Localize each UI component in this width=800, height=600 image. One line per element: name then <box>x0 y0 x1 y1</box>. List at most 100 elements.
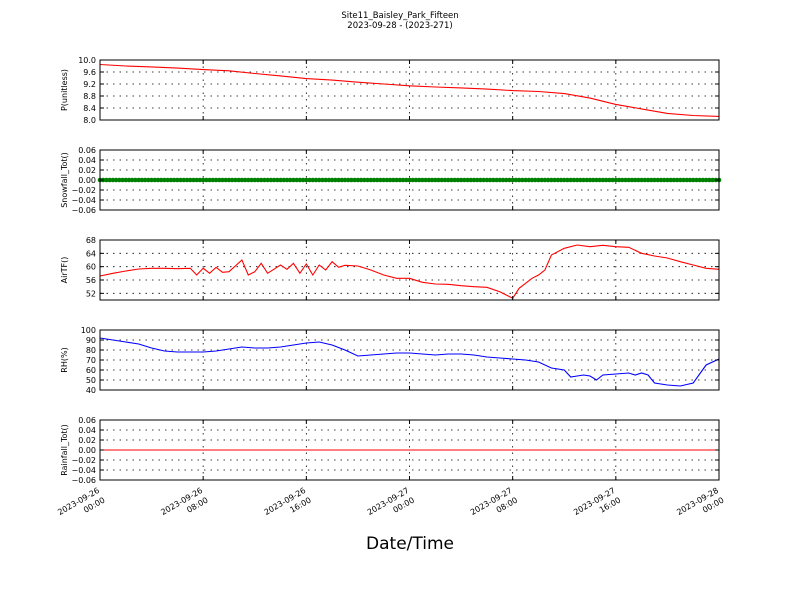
series-point <box>381 177 387 183</box>
y-tick-label: 52 <box>86 289 96 298</box>
series-point <box>316 177 322 183</box>
series-point <box>600 177 606 183</box>
series-point <box>513 177 519 183</box>
y-tick-label: 56 <box>86 276 96 285</box>
series-point <box>594 177 599 183</box>
series-point <box>313 177 319 183</box>
series-point <box>607 177 612 183</box>
y-tick-label: −0.06 <box>71 476 96 485</box>
series-point <box>458 177 464 183</box>
series-point <box>455 177 461 183</box>
series-point <box>349 177 354 183</box>
series-point <box>526 177 532 183</box>
series-point <box>445 177 451 183</box>
y-axis-label: P(unitless) <box>60 69 69 111</box>
x-tick-label: 2023-09-2708:00 <box>469 486 519 527</box>
series-point <box>497 177 503 183</box>
series-point <box>471 177 477 183</box>
y-tick-label: 0.02 <box>78 436 96 445</box>
series-point <box>200 177 206 183</box>
series-point <box>287 177 293 183</box>
y-axis-label: AirTF() <box>60 257 69 284</box>
series-point <box>523 177 528 183</box>
series-point <box>397 177 403 183</box>
series-point <box>307 177 312 183</box>
series-point <box>555 177 561 183</box>
y-tick-label: 0.06 <box>78 146 96 155</box>
series-point <box>510 177 515 183</box>
series-point <box>561 177 567 183</box>
series-point <box>636 177 641 183</box>
series-point <box>249 177 254 183</box>
series-point <box>616 177 622 183</box>
series-point <box>468 177 474 183</box>
series-point <box>426 177 432 183</box>
chart-subtitle: 2023-09-28 - (2023-271) <box>347 21 453 31</box>
chart-title: Site11_Baisley_Park_Fifteen <box>341 11 459 21</box>
series-point <box>648 177 654 183</box>
series-point <box>152 177 158 183</box>
series-point <box>665 177 670 183</box>
series-point <box>703 177 709 183</box>
plot-frame <box>99 329 720 391</box>
series-point <box>113 177 119 183</box>
series-point <box>581 177 586 183</box>
series-point <box>387 177 393 183</box>
series-point <box>571 177 577 183</box>
series-point <box>394 177 399 183</box>
series-point <box>542 177 548 183</box>
y-tick-label: −0.04 <box>71 466 96 475</box>
series-point <box>694 177 699 183</box>
y-tick-label: 80 <box>86 346 96 355</box>
series-point <box>442 177 448 183</box>
y-axis-label: Rainfall_Tot() <box>60 424 69 476</box>
y-tick-label: 70 <box>86 356 96 365</box>
series-point <box>204 177 209 183</box>
y-tick-label: 60 <box>86 366 96 375</box>
series-point <box>587 177 593 183</box>
series-point <box>178 177 183 183</box>
x-tick-label: 2023-09-2716:00 <box>572 486 622 527</box>
series-point <box>233 177 238 183</box>
series-point <box>142 177 148 183</box>
series-point <box>117 177 122 183</box>
series-point <box>291 177 296 183</box>
series-point <box>400 177 406 183</box>
x-tick-label: 2023-09-2600:00 <box>56 486 106 527</box>
x-axis-label: Date/Time <box>366 534 454 554</box>
series-point <box>432 177 438 183</box>
series-point <box>632 177 638 183</box>
series-point <box>413 177 419 183</box>
series-point <box>107 177 112 183</box>
series-point <box>503 177 509 183</box>
series-point <box>481 177 486 183</box>
series-point <box>565 177 570 183</box>
series-point <box>358 177 364 183</box>
series-point <box>452 177 457 183</box>
series-point <box>323 177 328 183</box>
x-tick-label: 2023-09-2700:00 <box>366 486 416 527</box>
series-point <box>365 177 370 183</box>
y-tick-label: 50 <box>86 376 96 385</box>
y-tick-label: 64 <box>86 249 96 258</box>
series-point <box>597 177 603 183</box>
series-point <box>368 177 374 183</box>
series-point <box>484 177 490 183</box>
series-point <box>536 177 541 183</box>
y-tick-label: −0.02 <box>71 186 96 195</box>
series-point <box>407 177 412 183</box>
subplot-2: −0.06−0.04−0.020.000.020.040.06 Snowfall_… <box>60 146 722 215</box>
series-point <box>284 177 290 183</box>
series-point <box>226 177 232 183</box>
y-tick-label: 100 <box>81 326 96 335</box>
series-line <box>99 337 720 387</box>
series-point <box>181 177 187 183</box>
series-point <box>668 177 673 183</box>
series-point <box>590 177 596 183</box>
series-point <box>104 177 109 183</box>
series-point <box>674 177 680 183</box>
series-point <box>123 177 129 183</box>
series-point <box>429 177 435 183</box>
series-point <box>352 177 357 183</box>
